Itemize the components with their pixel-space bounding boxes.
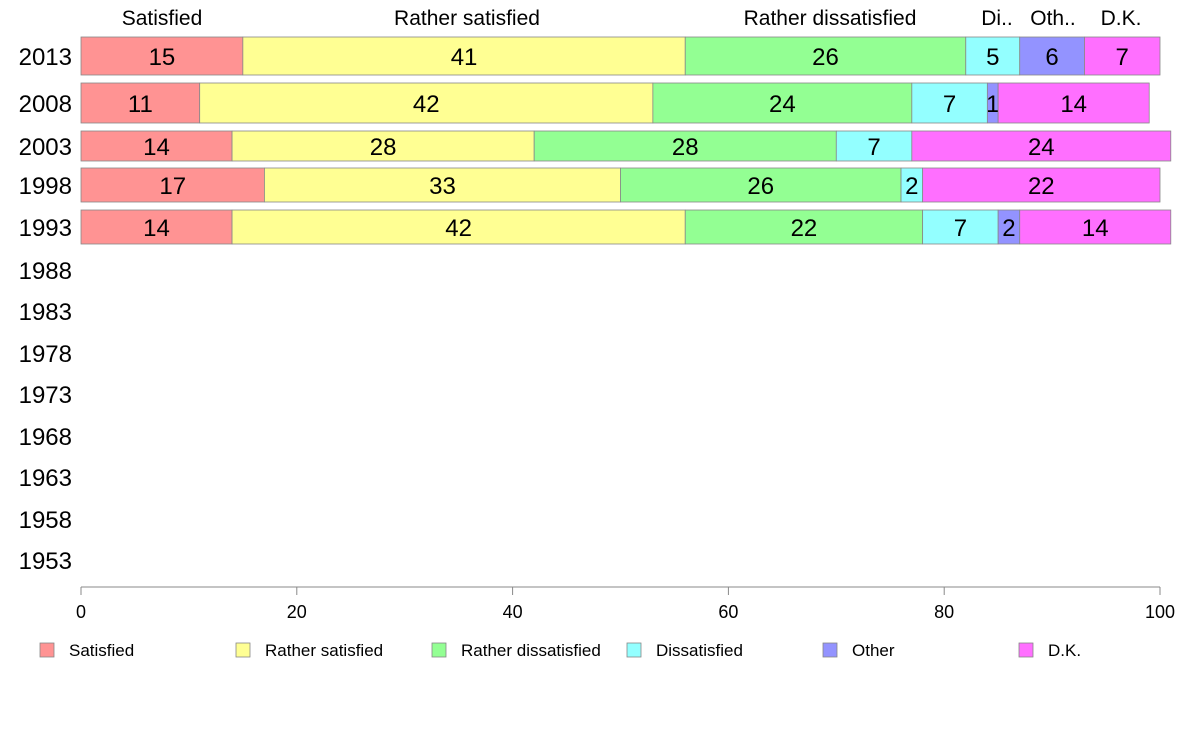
data-label: 7	[1116, 44, 1129, 71]
data-label: 1	[986, 91, 999, 118]
legend-swatch	[431, 642, 447, 658]
data-label: 28	[370, 134, 397, 161]
bar-segment	[911, 130, 1172, 162]
x-tick-label: 40	[503, 602, 523, 622]
column-header: Satisfied	[122, 7, 203, 30]
data-label: 14	[143, 215, 170, 242]
bar-segment	[620, 167, 902, 203]
bar-segment	[199, 82, 654, 124]
x-tick-label: 0	[76, 602, 86, 622]
bar-segment	[835, 130, 913, 162]
bar-segment	[684, 209, 924, 245]
bar-segment	[684, 36, 967, 76]
bar-segment	[80, 130, 233, 162]
data-label: 2	[1002, 215, 1015, 242]
bar-segment	[80, 82, 201, 124]
x-tick-label: 60	[718, 602, 738, 622]
bar-segment	[652, 82, 913, 124]
data-label: 24	[769, 91, 796, 118]
data-label: 7	[867, 134, 880, 161]
bar-segment	[1084, 36, 1161, 76]
data-label: 26	[812, 44, 839, 71]
year-label: 1998	[19, 173, 72, 200]
bar-segment	[231, 130, 535, 162]
column-header: Rather satisfied	[394, 7, 540, 30]
bar-segment	[242, 36, 686, 76]
legend-swatch	[1018, 642, 1034, 658]
data-label: 7	[954, 215, 967, 242]
column-headers: Satisfied Rather satisfied Rather dissatis…	[122, 7, 1142, 30]
x-tick-label: 100	[1145, 602, 1175, 622]
data-label: 22	[1028, 173, 1055, 200]
legend-label: Satisfied	[69, 641, 134, 660]
data-label: 2	[905, 173, 918, 200]
bar-segment	[911, 82, 988, 124]
data-label: 11	[128, 91, 153, 118]
year-label: 2013	[19, 44, 72, 71]
column-header: Rather dissatisfied	[744, 7, 917, 30]
year-label: 1988	[19, 258, 72, 285]
legend-swatch	[39, 642, 55, 658]
legend-swatch	[626, 642, 642, 658]
bar-segment	[264, 167, 621, 203]
data-label: 6	[1045, 44, 1058, 71]
data-label: 14	[143, 134, 170, 161]
data-label: 7	[943, 91, 956, 118]
data-label: 17	[159, 173, 186, 200]
column-header: D.K.	[1101, 7, 1142, 30]
data-label: 5	[986, 44, 999, 71]
data-label: 33	[429, 173, 456, 200]
legend-swatch	[822, 642, 838, 658]
data-label: 26	[747, 173, 774, 200]
year-label: 1963	[19, 465, 72, 492]
x-tick-label: 80	[934, 602, 954, 622]
year-label: 1973	[19, 382, 72, 409]
year-label: 1958	[19, 507, 72, 534]
data-label: 15	[149, 44, 176, 71]
bar-segment	[922, 167, 1161, 203]
column-header: Di..	[981, 7, 1013, 30]
legend-label: Rather dissatisfied	[461, 641, 601, 660]
data-label: 42	[413, 91, 440, 118]
legend-label: Rather satisfied	[265, 641, 383, 660]
bar-segment	[80, 36, 244, 76]
bar-segment	[922, 209, 999, 245]
data-label: 41	[451, 44, 478, 71]
data-label: 28	[672, 134, 699, 161]
legend: Satisfied Rather satisfied Rather dissatis…	[39, 641, 1081, 660]
legend-swatch	[235, 642, 251, 658]
year-label: 2008	[19, 91, 72, 118]
year-label: 1993	[19, 215, 72, 242]
x-axis: 0 20 40 60 80 100	[76, 586, 1175, 622]
legend-label: Dissatisfied	[656, 641, 743, 660]
year-label: 1983	[19, 299, 72, 326]
bar-segment	[1019, 36, 1085, 76]
data-label: 14	[1082, 215, 1109, 242]
bar-segment	[533, 130, 837, 162]
bar-segment	[231, 209, 686, 245]
data-label: 42	[445, 215, 472, 242]
bar-segment	[997, 82, 1150, 124]
year-label: 1978	[19, 341, 72, 368]
data-label: 22	[791, 215, 818, 242]
column-header: Oth..	[1030, 7, 1076, 30]
bar-segment	[1019, 209, 1172, 245]
year-label: 2003	[19, 134, 72, 161]
y-axis-labels: 2013 2008 2003 1998 1993 1988 1983 1978 1973 1968…	[19, 44, 72, 575]
legend-label: D.K.	[1048, 641, 1081, 660]
year-label: 1953	[19, 548, 72, 575]
data-label: 14	[1060, 91, 1087, 118]
year-label: 1968	[19, 424, 72, 451]
data-label: 24	[1028, 134, 1055, 161]
x-tick-label: 20	[287, 602, 307, 622]
legend-label: Other	[852, 641, 895, 660]
